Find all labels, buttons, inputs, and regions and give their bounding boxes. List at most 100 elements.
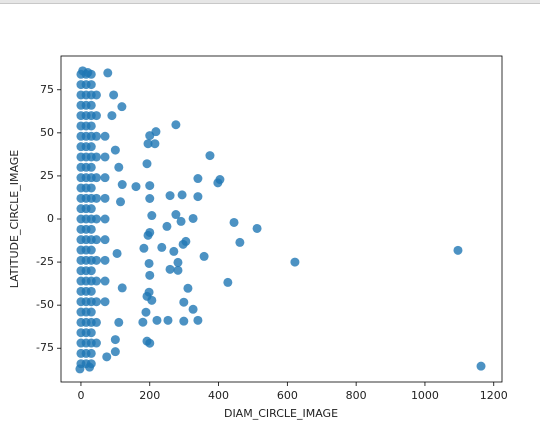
point (91, 235, 101, 245)
point (91, 338, 101, 348)
point (290, 257, 300, 267)
point (103, 68, 113, 78)
x-tick-label: 0 (77, 389, 84, 402)
x-tick-label: 200 (139, 389, 160, 402)
axes-frame (60, 55, 503, 383)
point (110, 347, 120, 357)
point (143, 139, 153, 149)
point (86, 348, 96, 358)
point (150, 139, 160, 149)
point (142, 159, 152, 169)
point (86, 266, 96, 276)
point (138, 317, 148, 327)
point (453, 245, 463, 255)
point (145, 338, 155, 348)
y-tick-label: -25 (36, 255, 54, 268)
point (117, 180, 127, 190)
y-tick-label: 50 (40, 126, 54, 139)
point (188, 213, 198, 223)
point (100, 193, 110, 203)
point (145, 181, 155, 191)
point (139, 243, 149, 253)
point (114, 317, 124, 327)
point (91, 255, 101, 265)
point (83, 68, 93, 78)
point (102, 352, 112, 362)
point (86, 224, 96, 234)
point (86, 307, 96, 317)
point (213, 178, 223, 188)
x-tick-label: 800 (346, 389, 367, 402)
point (173, 265, 183, 275)
point (86, 183, 96, 193)
point (86, 286, 96, 296)
point (179, 297, 189, 307)
point (91, 214, 101, 224)
point (157, 242, 167, 252)
point (193, 315, 203, 325)
point (86, 100, 96, 110)
point (171, 120, 181, 130)
point (91, 276, 101, 286)
x-tick-label: 1000 (411, 389, 439, 402)
point (193, 192, 203, 202)
window-edge-line (0, 3, 540, 4)
point (178, 239, 188, 249)
point (176, 216, 186, 226)
x-axis-label: DIAM_CIRCLE_IMAGE (224, 407, 338, 420)
point (162, 221, 172, 231)
point (143, 230, 153, 240)
point (235, 237, 245, 247)
point (112, 248, 122, 258)
point (100, 276, 110, 286)
point (86, 162, 96, 172)
point (91, 317, 101, 327)
point (86, 328, 96, 338)
point (183, 283, 193, 293)
point (169, 246, 179, 256)
point (147, 295, 157, 305)
point (117, 283, 127, 293)
point (100, 152, 110, 162)
point (110, 335, 120, 345)
point (179, 316, 189, 326)
point (91, 152, 101, 162)
point (116, 197, 126, 207)
point (173, 257, 183, 267)
window-edge (0, 0, 540, 3)
point (100, 173, 110, 183)
point (199, 251, 209, 261)
point (86, 121, 96, 131)
point (151, 127, 161, 137)
point (165, 264, 175, 274)
point (91, 90, 101, 100)
y-tick-label: -75 (36, 341, 54, 354)
point (193, 174, 203, 184)
point (145, 193, 155, 203)
point (117, 102, 127, 112)
point (86, 142, 96, 152)
point (141, 307, 151, 317)
point (223, 277, 233, 287)
point (100, 255, 110, 265)
point (91, 297, 101, 307)
point (229, 217, 239, 227)
point (86, 245, 96, 255)
point (147, 211, 157, 221)
point (91, 131, 101, 141)
point (91, 173, 101, 183)
point (145, 270, 155, 280)
y-tick-label: 0 (47, 212, 54, 225)
point (100, 214, 110, 224)
x-tick-label: 400 (208, 389, 229, 402)
point (131, 182, 141, 192)
point (177, 190, 187, 200)
point (152, 315, 162, 325)
y-tick-label: 25 (40, 169, 54, 182)
point (85, 362, 95, 372)
point (171, 210, 181, 220)
point (205, 151, 215, 161)
x-tick-label: 600 (277, 389, 298, 402)
point (75, 364, 85, 374)
